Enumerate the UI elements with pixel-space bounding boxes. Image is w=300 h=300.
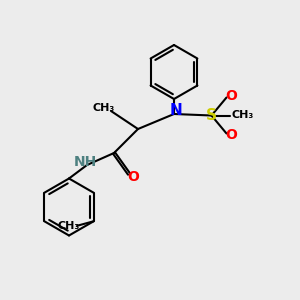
Text: S: S [206,108,217,123]
Text: CH₃: CH₃ [232,110,254,121]
Text: NH: NH [74,155,97,169]
Text: CH₃: CH₃ [92,103,115,113]
Text: O: O [225,128,237,142]
Text: O: O [128,170,140,184]
Text: N: N [170,103,183,118]
Text: CH₃: CH₃ [57,221,79,231]
Text: O: O [225,89,237,103]
